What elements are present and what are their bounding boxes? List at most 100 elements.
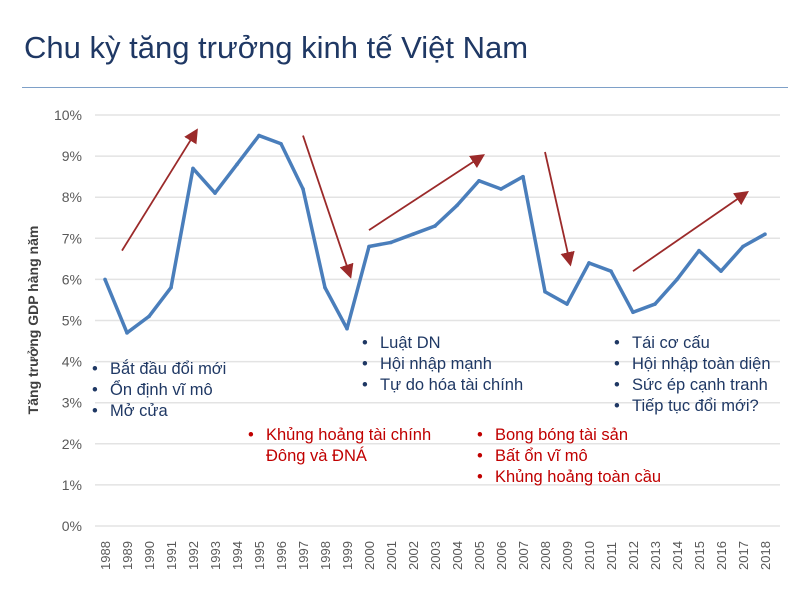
x-tick-label: 1993 — [208, 541, 223, 570]
trend-arrow — [302, 135, 354, 279]
annotation-item: Hội nhập mạnh — [362, 354, 523, 375]
x-tick-label: 1996 — [274, 541, 289, 570]
y-tick-label: 1% — [62, 477, 82, 493]
x-tick-label: 2001 — [384, 541, 399, 570]
x-tick-label: 2010 — [582, 541, 597, 570]
data-point — [367, 244, 371, 249]
x-tick-label: 2000 — [362, 541, 377, 570]
x-tick-label: 2003 — [428, 541, 443, 570]
data-point — [301, 187, 305, 191]
x-tick-label: 2007 — [516, 541, 531, 570]
data-point — [103, 277, 107, 282]
y-tick-label: 8% — [62, 189, 82, 205]
annotation-item: Tự do hóa tài chính — [362, 375, 523, 396]
y-tick-label: 2% — [62, 436, 82, 452]
y-tick-label: 7% — [62, 230, 82, 246]
data-point — [213, 191, 217, 195]
data-point — [323, 285, 327, 290]
y-tick-label: 0% — [62, 518, 82, 534]
y-tick-label: 5% — [62, 313, 82, 329]
data-point — [411, 232, 415, 236]
y-tick-label: 4% — [62, 354, 82, 370]
x-tick-label: 1989 — [120, 541, 135, 570]
data-point — [675, 277, 679, 282]
x-tick-label: 1992 — [186, 541, 201, 570]
annotation-item: Bong bóng tài sản — [477, 425, 667, 446]
y-tick-label: 6% — [62, 271, 82, 287]
slide-title: Chu kỳ tăng trưởng kinh tế Việt Nam — [24, 30, 529, 65]
data-point — [191, 166, 195, 171]
trend-arrow — [544, 151, 575, 267]
x-tick-label: 1999 — [340, 541, 355, 570]
annotation-2008-crisis: Bong bóng tài sản Bất ổn vĩ mô Khủng hoả… — [477, 425, 667, 488]
x-tick-label: 1994 — [230, 541, 245, 570]
x-tick-label: 2005 — [472, 541, 487, 570]
annotation-2000: Luật DN Hội nhập mạnh Tự do hóa tài chín… — [362, 333, 523, 396]
annotation-1988: Bắt đầu đổi mới Ổn định vĩ mô Mở cửa — [92, 359, 226, 422]
data-point — [169, 285, 173, 290]
x-tick-label: 2011 — [604, 542, 619, 570]
data-point — [587, 261, 591, 265]
x-tick-label: 2002 — [406, 541, 421, 570]
x-tick-label: 2012 — [626, 541, 641, 570]
trend-arrow — [368, 154, 486, 231]
x-tick-label: 2008 — [538, 541, 553, 570]
data-point — [631, 310, 635, 315]
data-point — [565, 302, 569, 306]
x-tick-label: 2009 — [560, 541, 575, 570]
x-tick-label: 2014 — [670, 541, 685, 570]
x-tick-label: 2017 — [736, 541, 751, 570]
data-point — [279, 141, 283, 146]
data-point — [455, 203, 459, 208]
data-point — [499, 187, 503, 191]
annotation-item: Tiếp tục đổi mới? — [614, 396, 771, 417]
trend-arrow — [632, 191, 749, 272]
x-tick-label: 1990 — [142, 541, 157, 570]
y-tick-label: 10% — [54, 107, 82, 123]
x-tick-label: 2013 — [648, 541, 663, 570]
x-tick-label: 2016 — [714, 541, 729, 570]
annotation-item: Khủng hoảng tài chính Đông và ĐNÁ — [248, 425, 448, 467]
annotation-item: Sức ép cạnh tranh — [614, 375, 771, 396]
data-point — [235, 162, 239, 167]
data-point — [697, 248, 701, 253]
gdp-growth-line — [103, 133, 766, 335]
title-divider — [22, 87, 788, 88]
annotation-item: Khủng hoảng toàn cầu — [477, 467, 667, 488]
x-tick-label: 1998 — [318, 541, 333, 570]
data-point — [389, 240, 393, 245]
x-tick-label: 1997 — [296, 541, 311, 570]
y-tick-label: 9% — [62, 148, 82, 164]
x-tick-label: 1988 — [98, 541, 113, 570]
data-point — [147, 314, 151, 319]
data-point — [125, 331, 129, 335]
data-point — [543, 289, 547, 294]
annotation-item: Tái cơ cấu — [614, 333, 771, 354]
annotation-item: Ổn định vĩ mô — [92, 380, 226, 401]
data-point — [521, 174, 525, 179]
annotation-item: Bắt đầu đổi mới — [92, 359, 226, 380]
data-point — [609, 269, 613, 273]
annotation-item: Mở cửa — [92, 401, 226, 422]
data-point — [477, 178, 481, 183]
annotation-1997-crisis: Khủng hoảng tài chính Đông và ĐNÁ — [248, 425, 448, 467]
y-tick-label: 3% — [62, 395, 82, 411]
x-tick-label: 2018 — [758, 541, 773, 570]
annotation-2012: Tái cơ cấu Hội nhập toàn diện Sức ép cạn… — [614, 333, 771, 417]
data-point — [433, 224, 437, 228]
x-tick-label: 1991 — [164, 541, 179, 570]
data-point — [763, 232, 767, 236]
data-point — [653, 302, 657, 306]
x-tick-label: 1995 — [252, 541, 267, 570]
x-tick-label: 2004 — [450, 541, 465, 570]
y-axis-title: Tăng trưởng GDP hàng năm — [25, 226, 41, 415]
x-tick-label: 2006 — [494, 541, 509, 570]
trend-arrow — [121, 128, 198, 252]
data-point — [257, 133, 261, 138]
x-tick-label: 2015 — [692, 541, 707, 570]
annotation-item: Hội nhập toàn diện — [614, 354, 771, 375]
data-point — [741, 244, 745, 249]
annotation-item: Luật DN — [362, 333, 523, 354]
